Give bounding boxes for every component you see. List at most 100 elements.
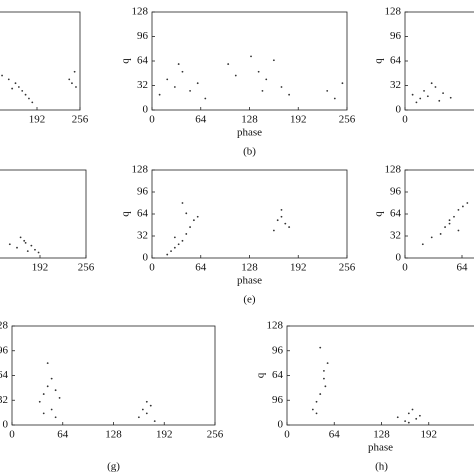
- x-tick-label: 128: [241, 262, 258, 274]
- point: [166, 78, 169, 81]
- x-tick-label: 128: [241, 114, 258, 126]
- point: [257, 70, 260, 73]
- point: [449, 96, 452, 99]
- y-axis-label: q: [120, 58, 132, 64]
- panel-caption: (e): [243, 294, 256, 306]
- point: [16, 246, 18, 249]
- point: [261, 89, 264, 92]
- point: [166, 253, 169, 256]
- point: [21, 89, 24, 92]
- panel: 0 64 128 192 256 0 32 64 96 128 q phase (b): [120, 6, 356, 158]
- point: [311, 408, 314, 411]
- point: [319, 393, 322, 395]
- point: [265, 78, 268, 81]
- point: [196, 215, 199, 218]
- point: [26, 250, 29, 253]
- y-tick-label: 128: [385, 164, 402, 176]
- y-tick-label: 0: [396, 104, 402, 116]
- point: [19, 236, 22, 239]
- y-tick-label: 64: [137, 55, 149, 67]
- x-tick-label: 192: [29, 114, 46, 126]
- x-axis-label: phase: [237, 127, 262, 139]
- point: [288, 226, 291, 228]
- x-tick-label: 0: [149, 262, 155, 274]
- point: [333, 97, 336, 100]
- x-axis-label: phase: [368, 442, 393, 454]
- panel: 192 256: [0, 11, 89, 126]
- point: [411, 408, 414, 411]
- point: [324, 385, 327, 388]
- point: [75, 86, 77, 88]
- point: [141, 408, 144, 411]
- point: [23, 239, 26, 242]
- x-tick-label: 192: [290, 262, 307, 274]
- panel: 00 32 64 96 128 q: [373, 6, 474, 126]
- point: [50, 408, 53, 411]
- point: [177, 63, 180, 65]
- point: [227, 63, 230, 65]
- x-tick-label: 0: [9, 429, 15, 441]
- y-tick-label: 96: [390, 30, 402, 42]
- point: [411, 93, 414, 96]
- point: [189, 89, 191, 92]
- plot-frame: [286, 325, 474, 426]
- point: [415, 101, 418, 104]
- point: [17, 86, 20, 88]
- x-tick-label: 128: [105, 429, 122, 441]
- y-tick-label: 64: [390, 208, 402, 220]
- point: [315, 400, 318, 403]
- points: [166, 202, 291, 256]
- y-tick-label: 32: [137, 79, 148, 91]
- panel-caption: (b): [243, 146, 256, 158]
- point: [434, 86, 437, 88]
- point: [430, 236, 433, 239]
- point: [54, 416, 57, 419]
- point: [8, 243, 11, 246]
- point: [173, 86, 176, 88]
- point: [426, 95, 429, 98]
- y-tick-label: 96: [137, 186, 149, 198]
- point: [1, 74, 3, 77]
- points: [311, 346, 421, 424]
- panel: 192 256: [0, 169, 95, 274]
- point: [280, 215, 283, 218]
- x-tick-label: 256: [339, 262, 356, 274]
- point: [272, 229, 275, 232]
- point: [177, 243, 180, 246]
- x-tick-label: 192: [290, 114, 307, 126]
- point: [145, 412, 148, 415]
- point: [73, 70, 76, 73]
- point: [204, 97, 207, 100]
- point: [421, 243, 424, 246]
- point: [341, 82, 344, 85]
- point: [170, 250, 172, 253]
- point: [438, 99, 441, 102]
- point: [280, 208, 283, 211]
- y-tick-label: 32: [137, 230, 148, 242]
- points: [158, 55, 344, 100]
- point: [280, 86, 283, 88]
- y-tick-label: 64: [137, 208, 149, 220]
- point: [7, 78, 10, 81]
- point: [326, 362, 329, 365]
- point: [46, 362, 49, 365]
- plot-frame: [404, 169, 474, 259]
- point: [181, 70, 184, 73]
- point: [28, 97, 30, 100]
- y-axis-label: q: [255, 372, 267, 378]
- x-tick-label: 256: [207, 429, 224, 441]
- point: [284, 222, 287, 225]
- plot-frame: [11, 325, 216, 426]
- y-tick-label: 128: [385, 6, 402, 18]
- point: [137, 416, 140, 419]
- x-tick-label: 256: [72, 114, 89, 126]
- panel-caption: (h): [375, 461, 388, 473]
- point: [315, 412, 318, 415]
- point: [50, 377, 53, 380]
- point: [54, 389, 57, 392]
- x-tick-label: 0: [402, 262, 408, 274]
- point: [14, 82, 17, 85]
- x-tick-label: 64: [457, 262, 469, 274]
- x-tick-label: 0: [284, 429, 290, 441]
